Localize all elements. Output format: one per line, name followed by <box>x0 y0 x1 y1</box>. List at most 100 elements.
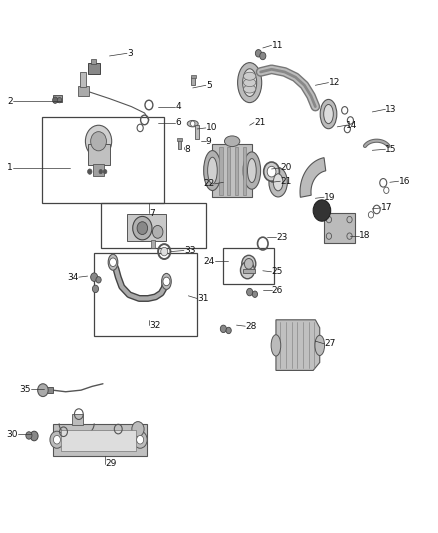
Text: 28: 28 <box>245 322 257 330</box>
Bar <box>94 253 197 336</box>
Text: 35: 35 <box>19 385 31 393</box>
Text: 22: 22 <box>203 180 215 188</box>
Text: 16: 16 <box>399 177 410 185</box>
Text: 7: 7 <box>149 209 155 217</box>
Circle shape <box>191 121 195 126</box>
Bar <box>195 125 199 139</box>
Circle shape <box>133 216 152 240</box>
Circle shape <box>88 169 92 174</box>
Text: 29: 29 <box>105 459 117 468</box>
Bar <box>44 387 53 393</box>
Text: 21: 21 <box>254 118 265 127</box>
Text: 33: 33 <box>184 246 195 255</box>
Circle shape <box>137 435 144 444</box>
Circle shape <box>247 288 253 296</box>
Circle shape <box>240 262 254 279</box>
Bar <box>324 213 355 243</box>
Bar <box>80 72 86 87</box>
Bar <box>72 414 83 425</box>
Circle shape <box>53 97 58 103</box>
Text: 25: 25 <box>272 268 283 276</box>
Circle shape <box>226 327 231 334</box>
Circle shape <box>260 52 266 60</box>
Ellipse shape <box>269 167 287 197</box>
Circle shape <box>264 162 279 181</box>
Ellipse shape <box>162 273 171 289</box>
Bar <box>178 140 181 149</box>
Polygon shape <box>276 320 320 370</box>
Text: 21: 21 <box>280 177 292 185</box>
Ellipse shape <box>243 69 257 96</box>
Text: 23: 23 <box>276 233 287 241</box>
Circle shape <box>161 247 168 256</box>
Bar <box>93 164 104 176</box>
Ellipse shape <box>237 63 261 102</box>
Ellipse shape <box>247 159 256 183</box>
Text: 10: 10 <box>206 124 217 132</box>
Bar <box>91 59 96 64</box>
Text: 31: 31 <box>197 294 208 303</box>
Ellipse shape <box>273 174 283 191</box>
Text: 15: 15 <box>385 145 397 154</box>
Circle shape <box>110 258 117 266</box>
Circle shape <box>85 125 112 157</box>
Bar <box>177 138 182 141</box>
Polygon shape <box>300 158 326 197</box>
Circle shape <box>163 277 170 286</box>
Bar <box>219 147 223 195</box>
Ellipse shape <box>243 152 261 189</box>
Bar <box>88 63 100 74</box>
Bar <box>227 147 230 195</box>
Circle shape <box>91 273 98 281</box>
Bar <box>53 424 147 456</box>
Text: 24: 24 <box>203 257 215 265</box>
Circle shape <box>133 431 147 448</box>
Ellipse shape <box>187 120 198 127</box>
Circle shape <box>252 291 258 297</box>
Bar <box>223 248 274 284</box>
Circle shape <box>99 169 102 174</box>
Text: 30: 30 <box>6 430 18 439</box>
Circle shape <box>53 435 60 444</box>
Bar <box>53 95 62 102</box>
Circle shape <box>255 50 261 57</box>
Text: 20: 20 <box>280 164 292 172</box>
Circle shape <box>91 132 106 151</box>
Bar <box>88 144 110 165</box>
Text: 1: 1 <box>7 164 13 172</box>
Circle shape <box>50 431 64 448</box>
Bar <box>243 269 255 273</box>
Ellipse shape <box>244 78 256 86</box>
Ellipse shape <box>208 157 217 184</box>
Text: 34: 34 <box>67 273 79 281</box>
Bar <box>212 144 252 197</box>
Bar <box>243 147 246 195</box>
Text: 11: 11 <box>272 41 283 50</box>
Ellipse shape <box>324 104 333 124</box>
Text: 18: 18 <box>359 231 371 240</box>
Circle shape <box>103 169 107 174</box>
Ellipse shape <box>108 254 118 270</box>
Circle shape <box>267 166 276 177</box>
Ellipse shape <box>271 335 281 356</box>
Bar <box>101 203 206 248</box>
Bar <box>127 214 166 241</box>
Text: 2: 2 <box>7 97 13 106</box>
Bar <box>191 75 196 78</box>
Text: 14: 14 <box>346 121 357 130</box>
Bar <box>78 86 89 96</box>
Circle shape <box>152 225 163 238</box>
Circle shape <box>92 285 99 293</box>
Circle shape <box>137 222 148 235</box>
Text: 9: 9 <box>206 137 212 146</box>
Text: 4: 4 <box>175 102 181 111</box>
Text: 6: 6 <box>175 118 181 127</box>
Circle shape <box>132 422 144 437</box>
Circle shape <box>242 255 256 272</box>
Ellipse shape <box>204 151 221 191</box>
Text: 8: 8 <box>184 145 190 154</box>
Ellipse shape <box>244 72 256 80</box>
Text: 17: 17 <box>381 204 392 212</box>
Text: 12: 12 <box>328 78 340 87</box>
Circle shape <box>313 200 331 221</box>
